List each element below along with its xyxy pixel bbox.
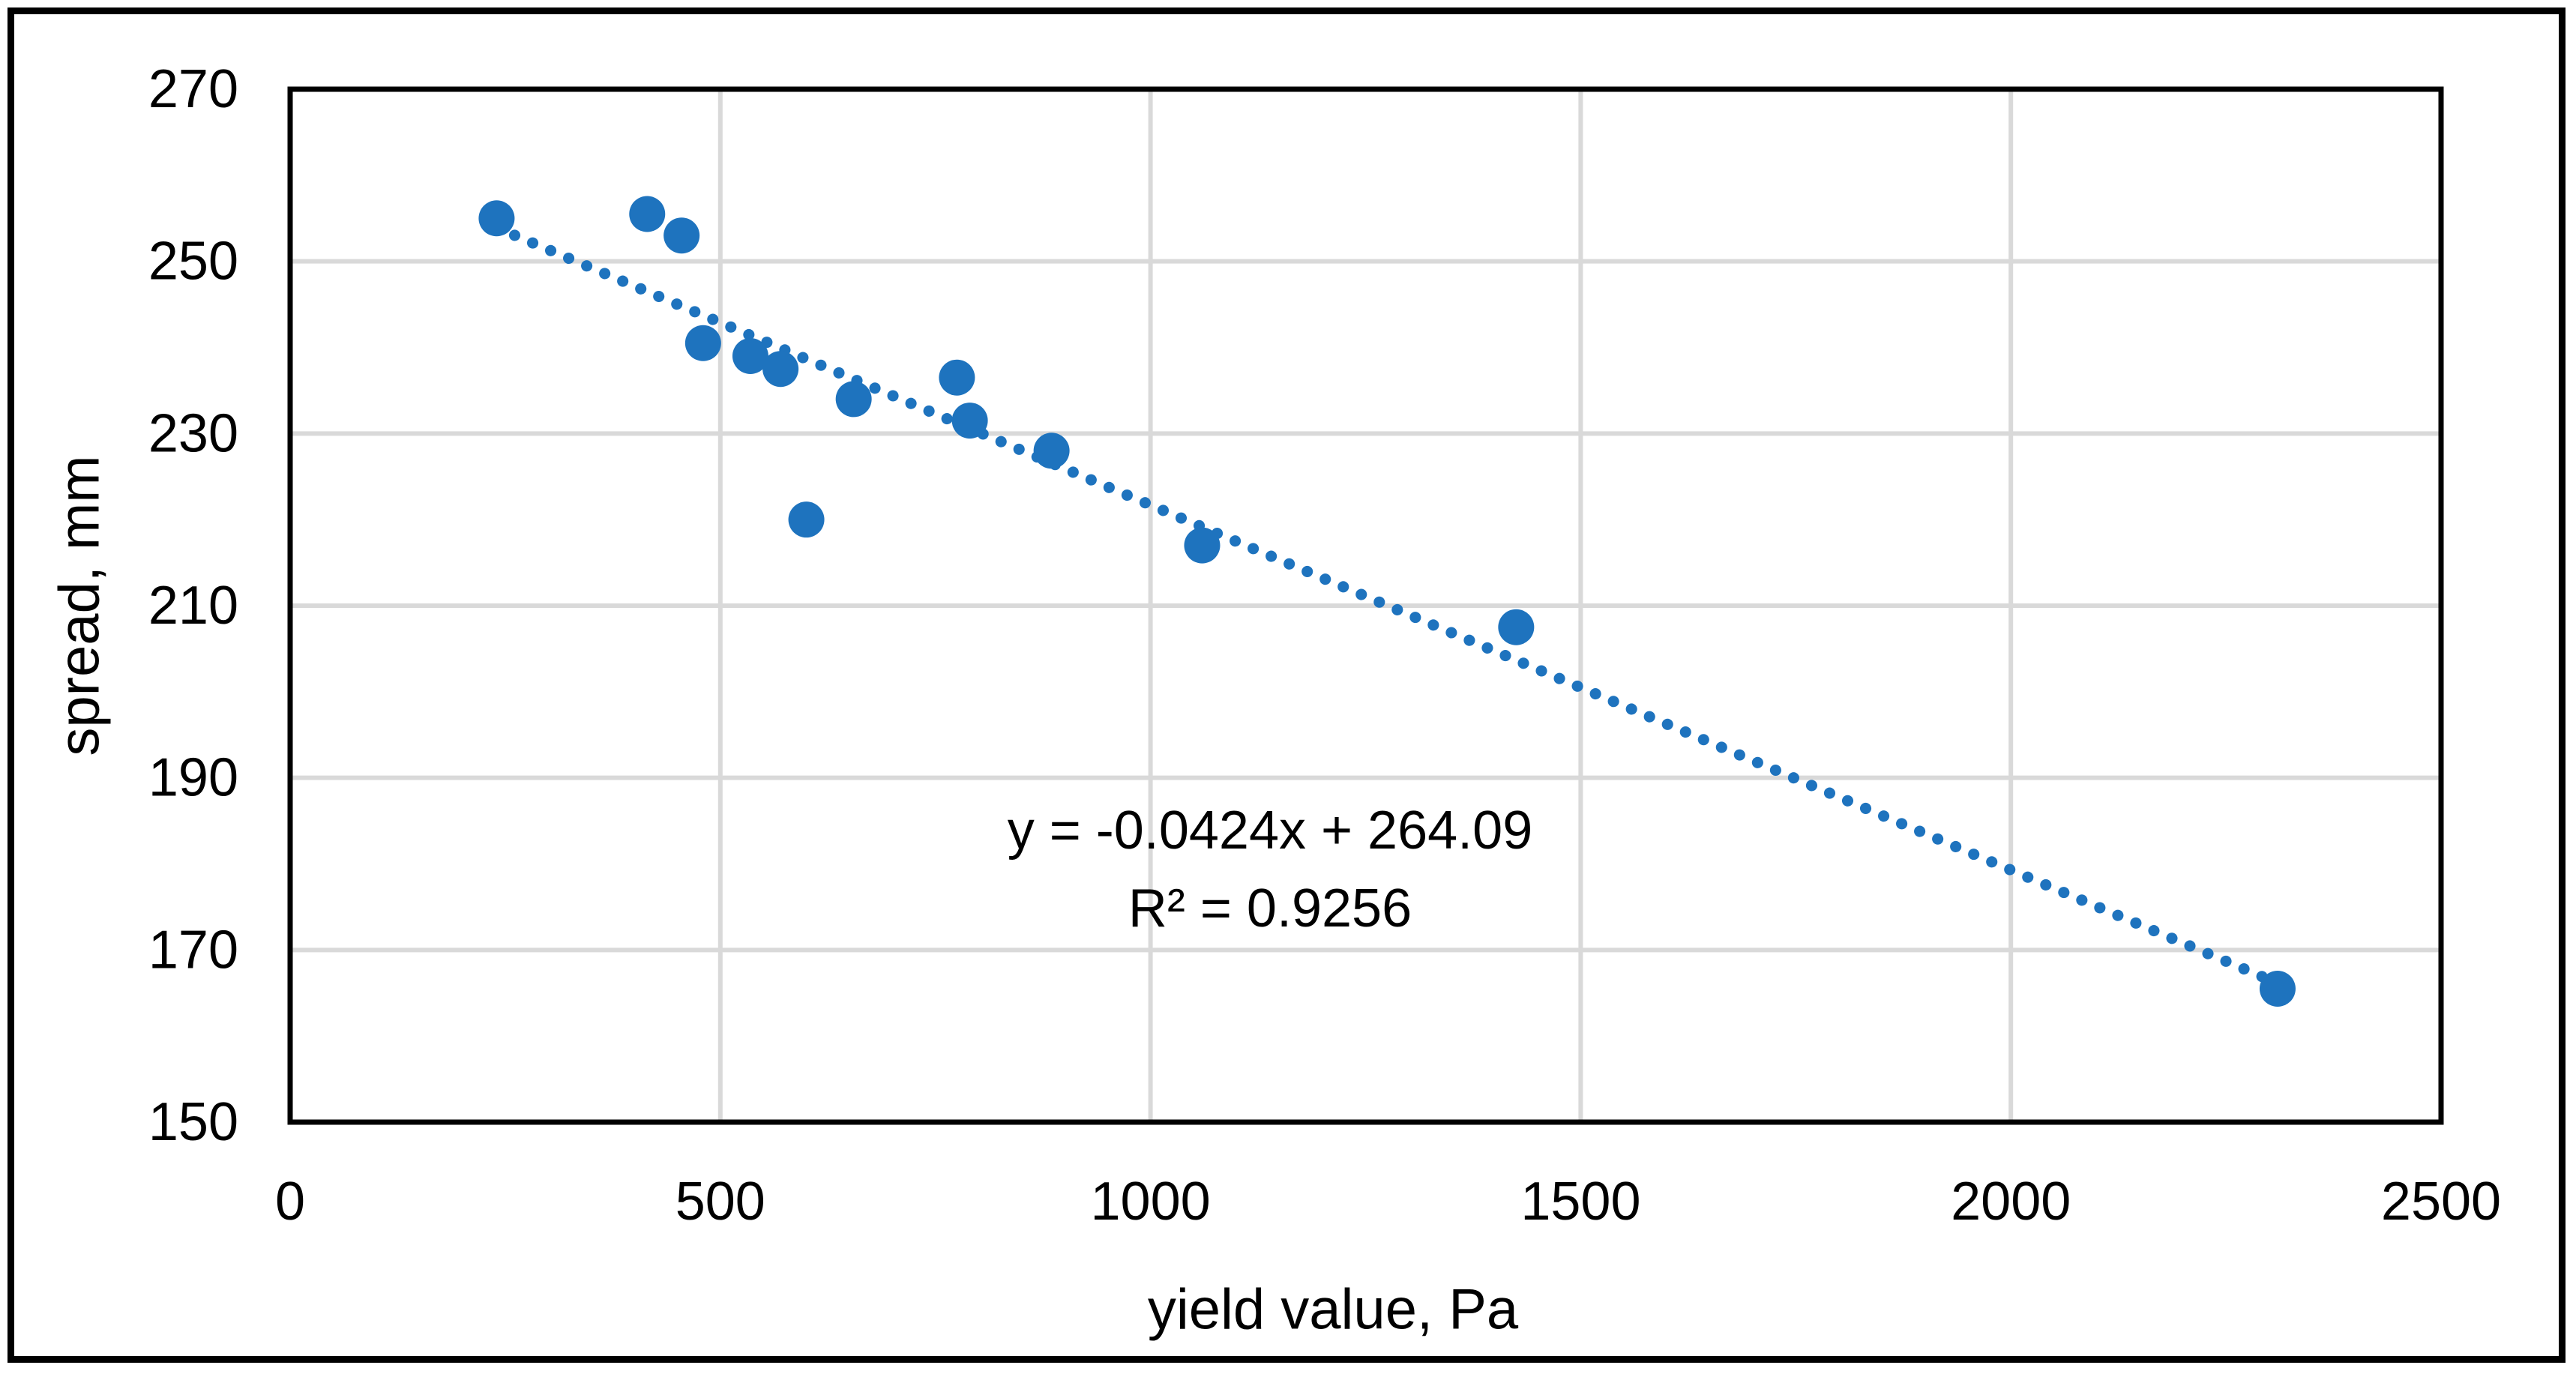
- data-point-12: [1498, 609, 1535, 645]
- data-point-8: [939, 359, 975, 396]
- data-point-3: [684, 325, 721, 361]
- data-point-2: [663, 217, 700, 254]
- x-tick-label-2000: 2000: [1951, 1172, 2071, 1232]
- trendline-annotation: y = -0.0424x + 264.09 R² = 0.9256: [1008, 792, 1533, 947]
- x-tick-label-1500: 1500: [1520, 1172, 1640, 1232]
- y-tick-label-150: 150: [148, 1092, 238, 1152]
- y-tick-label-230: 230: [148, 403, 238, 463]
- data-point-11: [1184, 527, 1221, 564]
- y-tick-label-270: 270: [148, 59, 238, 119]
- data-point-4: [732, 337, 768, 374]
- data-point-1: [629, 196, 666, 232]
- y-axis-title: spread, mm: [47, 455, 112, 756]
- data-point-6: [788, 501, 825, 538]
- data-point-9: [951, 403, 988, 439]
- y-tick-label-210: 210: [148, 576, 238, 636]
- data-point-13: [2259, 971, 2296, 1007]
- data-point-10: [1033, 433, 1070, 469]
- x-tick-label-0: 0: [275, 1172, 305, 1232]
- data-point-7: [835, 381, 872, 418]
- y-tick-label-250: 250: [148, 232, 238, 292]
- data-point-5: [762, 351, 799, 388]
- plot-border: [287, 86, 2444, 1125]
- trendline-equation: y = -0.0424x + 264.09: [1007, 801, 1533, 861]
- r-squared-value: R² = 0.9256: [1128, 879, 1412, 938]
- y-tick-label-190: 190: [148, 748, 238, 808]
- x-tick-label-500: 500: [675, 1172, 765, 1232]
- outer-border: [7, 7, 2566, 1363]
- y-tick-label-170: 170: [148, 920, 238, 980]
- x-axis-title: yield value, Pa: [1147, 1277, 1519, 1342]
- data-point-0: [478, 200, 515, 237]
- x-tick-label-2500: 2500: [2381, 1172, 2501, 1232]
- x-tick-label-1000: 1000: [1091, 1172, 1211, 1232]
